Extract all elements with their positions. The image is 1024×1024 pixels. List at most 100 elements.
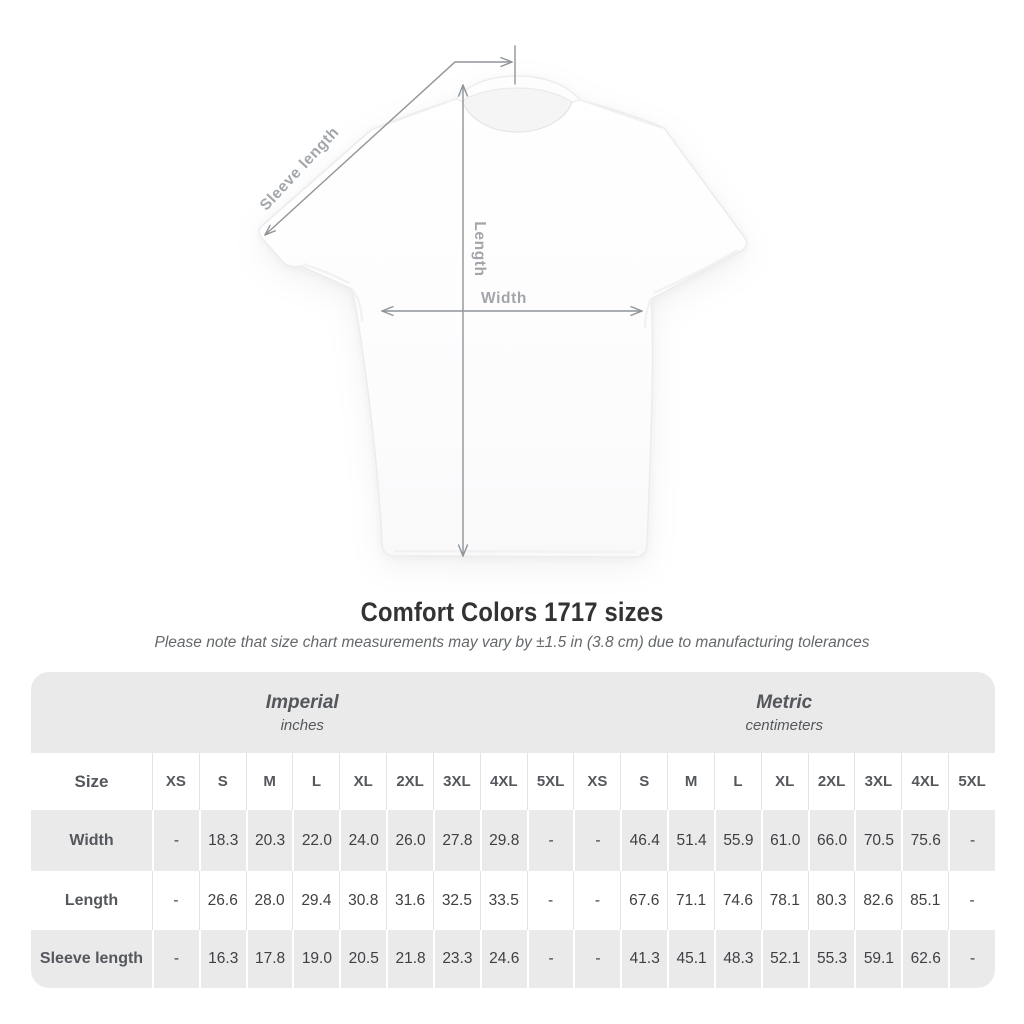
row-label: Width bbox=[31, 810, 152, 871]
table-cell: 29.4 bbox=[292, 871, 339, 930]
imperial-group-unit: inches bbox=[280, 716, 324, 734]
table-cell: 45.1 bbox=[667, 930, 714, 988]
table-cell: 51.4 bbox=[667, 810, 714, 871]
table-cell: 33.5 bbox=[479, 871, 527, 930]
size-table: Imperial inches Metric centimeters Size X… bbox=[31, 672, 995, 988]
length-bottom-arrowhead bbox=[457, 544, 469, 557]
table-cell: - bbox=[152, 871, 199, 930]
size-col-header: M bbox=[245, 753, 293, 810]
table-cell: 20.3 bbox=[245, 810, 293, 871]
collar-band bbox=[454, 75, 582, 103]
table-cell: - bbox=[526, 810, 574, 871]
table-cell: - bbox=[573, 810, 621, 871]
table-cell: 61.0 bbox=[760, 810, 808, 871]
table-cell: 70.5 bbox=[854, 810, 902, 871]
sleeve-length-line bbox=[264, 61, 513, 236]
size-column-header: Size bbox=[31, 753, 152, 810]
table-cell: 29.8 bbox=[479, 810, 527, 871]
table-cell: 55.3 bbox=[807, 930, 855, 988]
table-cell: 52.1 bbox=[760, 930, 808, 988]
table-cell: 85.1 bbox=[901, 871, 948, 930]
table-cell: 21.8 bbox=[386, 930, 433, 988]
table-cell: 28.0 bbox=[245, 871, 293, 930]
metric-group-unit: centimeters bbox=[745, 716, 823, 734]
size-col-header: 3XL bbox=[432, 753, 480, 810]
table-cell: 59.1 bbox=[854, 930, 902, 988]
size-col-header: 4XL bbox=[479, 753, 527, 810]
table-cell: 31.6 bbox=[386, 871, 433, 930]
title-block: Comfort Colors 1717 sizes Please note th… bbox=[0, 597, 1024, 652]
size-col-header: 4XL bbox=[901, 753, 949, 810]
table-cell: 16.3 bbox=[198, 930, 246, 988]
table-cell: - bbox=[526, 930, 574, 988]
table-cell: 20.5 bbox=[339, 930, 387, 988]
tshirt-measurement-diagram: Sleeve length Length Width bbox=[257, 45, 748, 558]
sleeve-length-arrowhead bbox=[264, 224, 276, 236]
metric-group-name: Metric bbox=[756, 691, 813, 713]
table-cell: 17.8 bbox=[245, 930, 293, 988]
imperial-group-header: Imperial inches bbox=[31, 672, 574, 753]
width-left-arrowhead bbox=[381, 305, 394, 317]
table-cell: 66.0 bbox=[807, 810, 855, 871]
length-top-arrowhead bbox=[457, 84, 469, 97]
table-cell: 75.6 bbox=[901, 810, 949, 871]
width-right-arrowhead bbox=[630, 305, 643, 317]
table-cell: 19.0 bbox=[292, 930, 340, 988]
size-col-header: 5XL bbox=[526, 753, 574, 810]
size-col-header: 2XL bbox=[386, 753, 433, 810]
size-col-header: L bbox=[292, 753, 340, 810]
table-cell: 26.6 bbox=[198, 871, 246, 930]
table-cell: 78.1 bbox=[760, 871, 808, 930]
row-label: Sleeve length bbox=[31, 930, 152, 988]
sleeve-length-end-arrowhead bbox=[500, 56, 513, 68]
table-cell: 30.8 bbox=[339, 871, 386, 930]
table-cell: - bbox=[152, 930, 199, 988]
tshirt-illustration bbox=[258, 75, 748, 558]
size-col-header: XL bbox=[339, 753, 387, 810]
table-cell: 46.4 bbox=[620, 810, 668, 871]
table-cell: 82.6 bbox=[854, 871, 901, 930]
table-cell: 80.3 bbox=[807, 871, 855, 930]
length-label: Length bbox=[471, 221, 488, 276]
table-cell: - bbox=[152, 810, 199, 871]
table-cell: - bbox=[573, 871, 620, 930]
table-cell: 27.8 bbox=[432, 810, 480, 871]
table-cell: - bbox=[573, 930, 621, 988]
width-label: Width bbox=[481, 290, 527, 307]
table-cell: - bbox=[948, 930, 995, 988]
table-cell: 18.3 bbox=[198, 810, 246, 871]
table-cell: - bbox=[948, 871, 995, 930]
metric-group-header: Metric centimeters bbox=[573, 672, 995, 753]
size-col-header: 2XL bbox=[807, 753, 855, 810]
table-cell: 62.6 bbox=[901, 930, 949, 988]
table-cell: 23.3 bbox=[432, 930, 480, 988]
size-col-header: XS bbox=[573, 753, 621, 810]
page-title: Comfort Colors 1717 sizes bbox=[360, 597, 664, 627]
table-cell: - bbox=[948, 810, 995, 871]
size-col-header: XS bbox=[152, 753, 199, 810]
shoulder-seam-right bbox=[579, 99, 663, 129]
table-cell: - bbox=[526, 871, 574, 930]
size-col-header: 5XL bbox=[948, 753, 995, 810]
table-cell: 74.6 bbox=[713, 871, 761, 930]
table-cell: 24.0 bbox=[339, 810, 387, 871]
size-col-header: S bbox=[620, 753, 668, 810]
table-cell: 24.6 bbox=[479, 930, 527, 988]
size-col-header: M bbox=[667, 753, 714, 810]
size-col-header: 3XL bbox=[854, 753, 902, 810]
size-col-header: XL bbox=[760, 753, 808, 810]
table-cell: 71.1 bbox=[667, 871, 714, 930]
table-cell: 22.0 bbox=[292, 810, 340, 871]
table-cell: 48.3 bbox=[713, 930, 761, 988]
size-col-header: L bbox=[713, 753, 761, 810]
table-cell: 26.0 bbox=[386, 810, 433, 871]
imperial-group-name: Imperial bbox=[265, 691, 339, 713]
tolerance-note: Please note that size chart measurements… bbox=[154, 634, 870, 651]
table-cell: 55.9 bbox=[713, 810, 761, 871]
row-label: Length bbox=[64, 891, 119, 909]
table-cell: 32.5 bbox=[432, 871, 480, 930]
table-cell: 67.6 bbox=[620, 871, 667, 930]
size-col-header: S bbox=[198, 753, 246, 810]
table-cell: 41.3 bbox=[620, 930, 668, 988]
